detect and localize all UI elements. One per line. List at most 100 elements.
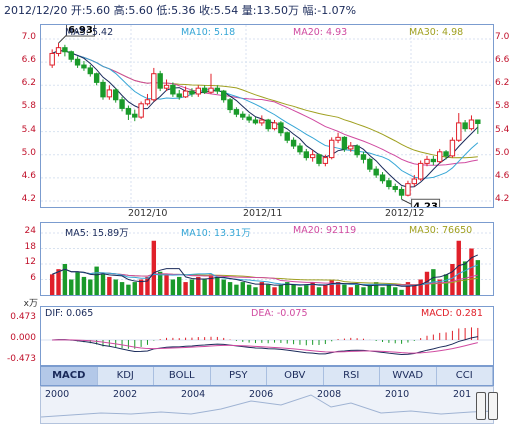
change-value: -1.07% [317, 4, 357, 17]
volume-ma5-legend: MA5: 15.89万 [65, 228, 129, 239]
volume-bar [138, 279, 144, 295]
candle [176, 89, 182, 100]
volume-bar [399, 289, 404, 295]
volume-bar [418, 279, 423, 295]
price-y-tick-left: 6.6 [21, 55, 36, 66]
volume-bar [183, 282, 188, 295]
volume-bar [196, 276, 201, 295]
candle [367, 157, 373, 173]
volume-bar [62, 264, 68, 295]
volume-bar [475, 260, 481, 295]
volume-bar [157, 271, 163, 295]
timeline-right-handle[interactable] [488, 392, 498, 420]
volume-bar [335, 282, 341, 295]
candle [405, 180, 411, 197]
volume-y-tick: 18 [24, 241, 36, 252]
ma10-line [51, 50, 479, 179]
tab-rsi[interactable]: RSI [324, 367, 380, 385]
candle [201, 85, 208, 94]
volume-bar [310, 282, 315, 295]
low-label: 低: [156, 4, 172, 17]
indicator-tabs: MACD KDJ BOLL PSY OBV RSI WVAD CCI [40, 366, 494, 386]
volume-bar [164, 274, 169, 295]
volume-y-tick: 6 [30, 272, 36, 283]
volume-bar [361, 287, 366, 295]
price-ma30-legend: MA30: 4.98 [409, 27, 464, 38]
volume-ma10-legend: MA10: 13.31万 [181, 228, 251, 239]
volume-bar [297, 287, 303, 295]
price-ma10-legend: MA10: 5.18 [181, 27, 236, 38]
candle [379, 172, 386, 184]
candle [151, 67, 157, 102]
candle [322, 154, 329, 167]
candle [132, 109, 138, 122]
candle [62, 44, 68, 57]
candle [398, 186, 405, 200]
volume-bar-chart[interactable] [41, 223, 493, 295]
candle [87, 65, 93, 77]
macd-chart-panel[interactable]: DIF: 0.065 DEA: -0.075 MACD: 0.281 [40, 306, 494, 366]
volume-bar [107, 276, 112, 295]
timeline-year: 2010 [385, 389, 410, 400]
volume-bar [170, 279, 176, 295]
timeline-year: 2008 [317, 389, 342, 400]
volume-y-tick: 24 [24, 226, 36, 236]
tab-boll[interactable]: BOLL [154, 367, 211, 385]
price-y-tick-right: 5.4 [495, 124, 510, 135]
volume-bar [456, 240, 461, 295]
quote-header: 2012/12/20 开:5.60 高:5.60 低:5.36 收:5.54 量… [4, 2, 356, 20]
macd-chart[interactable] [41, 307, 493, 365]
volume-ma20-legend: MA20: 92119 [293, 225, 357, 236]
price-y-tick-right: 5.8 [495, 101, 510, 112]
timeline-navigator[interactable]: 2000 2002 2004 2006 2008 2010 201 [40, 386, 494, 424]
volume-bar [177, 276, 182, 295]
volume-bar [380, 287, 385, 295]
volume-chart-panel[interactable]: MA5: 15.89万 MA10: 13.31万 MA20: 92119 MA3… [40, 222, 494, 296]
candle [259, 115, 265, 126]
timeline-year: 2000 [45, 389, 70, 400]
candle [170, 82, 176, 97]
high-value: 5.60 [128, 4, 153, 17]
candle [252, 117, 259, 125]
candle [468, 115, 475, 131]
timeline-year: 2002 [113, 389, 138, 400]
candle [227, 98, 233, 114]
volume-bar [348, 287, 353, 295]
volume-bar [145, 276, 150, 295]
tab-cci[interactable]: CCI [437, 367, 493, 385]
candle [195, 85, 201, 97]
volume-bar [367, 284, 373, 295]
price-x-tick: 2012/10 [128, 208, 168, 219]
tab-kdj[interactable]: KDJ [98, 367, 154, 385]
volume-bar [291, 284, 296, 295]
volume-bar [234, 284, 239, 295]
volume-bar [240, 282, 245, 295]
candle [373, 166, 379, 178]
volume-bar [342, 284, 347, 295]
candle [265, 118, 271, 132]
tab-macd[interactable]: MACD [41, 367, 98, 385]
price-ma5-legend: MA5: 5.42 [65, 27, 114, 38]
timeline-left-handle[interactable] [476, 392, 486, 420]
candle [443, 150, 449, 160]
price-x-tick: 2012/11 [243, 208, 283, 219]
volume-bar [126, 284, 131, 295]
candle [392, 183, 398, 193]
volume-bar [259, 282, 265, 295]
tab-psy[interactable]: PSY [211, 367, 267, 385]
volume-ma5-line [51, 254, 479, 287]
candle [430, 155, 437, 166]
tab-obv[interactable]: OBV [267, 367, 324, 385]
high-label: 高: [113, 4, 129, 17]
candle [341, 136, 348, 152]
volume-bar [469, 248, 474, 295]
tab-wvad[interactable]: WVAD [380, 367, 437, 385]
volume-bar [119, 282, 125, 295]
candlestick-chart[interactable]: 6.93 4.23 [41, 25, 493, 207]
price-y-tick-right: 5.0 [495, 147, 510, 158]
candle [163, 79, 170, 92]
candle [424, 155, 430, 167]
candle [437, 148, 443, 164]
price-y-tick-right: 7.0 [495, 32, 510, 42]
price-chart-panel[interactable]: 6.93 4.23 MA5: 5.42 MA10: 5.18 MA20: 4.93… [40, 24, 494, 208]
